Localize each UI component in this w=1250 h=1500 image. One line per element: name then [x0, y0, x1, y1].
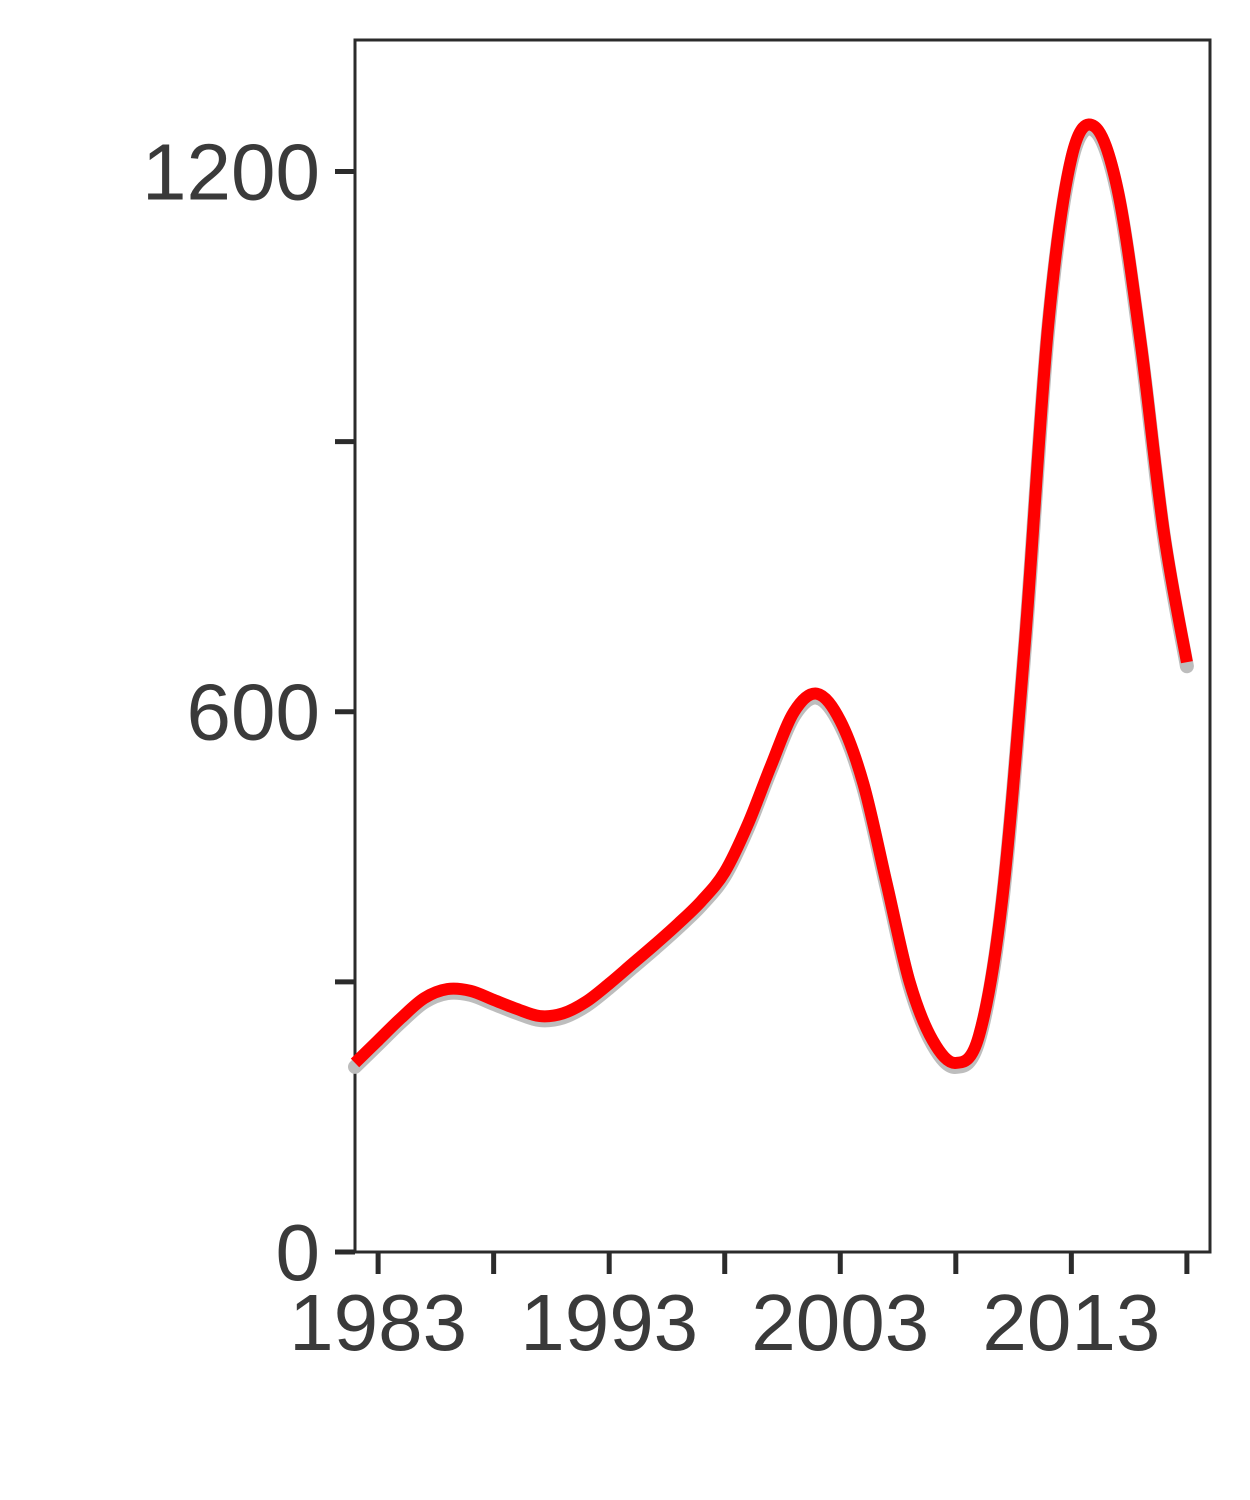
x-tick-label: 1983: [289, 1278, 467, 1367]
y-tick-label: 1200: [142, 127, 320, 216]
series-line-shadow: [348, 121, 1194, 1074]
y-tick-label: 0: [276, 1208, 321, 1297]
y-tick-label: 600: [187, 668, 320, 757]
x-axis: 1983 1993 2003 2013: [289, 1252, 1190, 1367]
x-tick-label: 2013: [982, 1278, 1160, 1367]
series-line: [350, 118, 1193, 1069]
x-tick-label: 1993: [520, 1278, 698, 1367]
y-axis: 0 600 1200: [142, 127, 355, 1297]
series-layer: [348, 118, 1194, 1074]
plot-frame: [353, 38, 1212, 1254]
x-tick-label: 2003: [751, 1278, 929, 1367]
